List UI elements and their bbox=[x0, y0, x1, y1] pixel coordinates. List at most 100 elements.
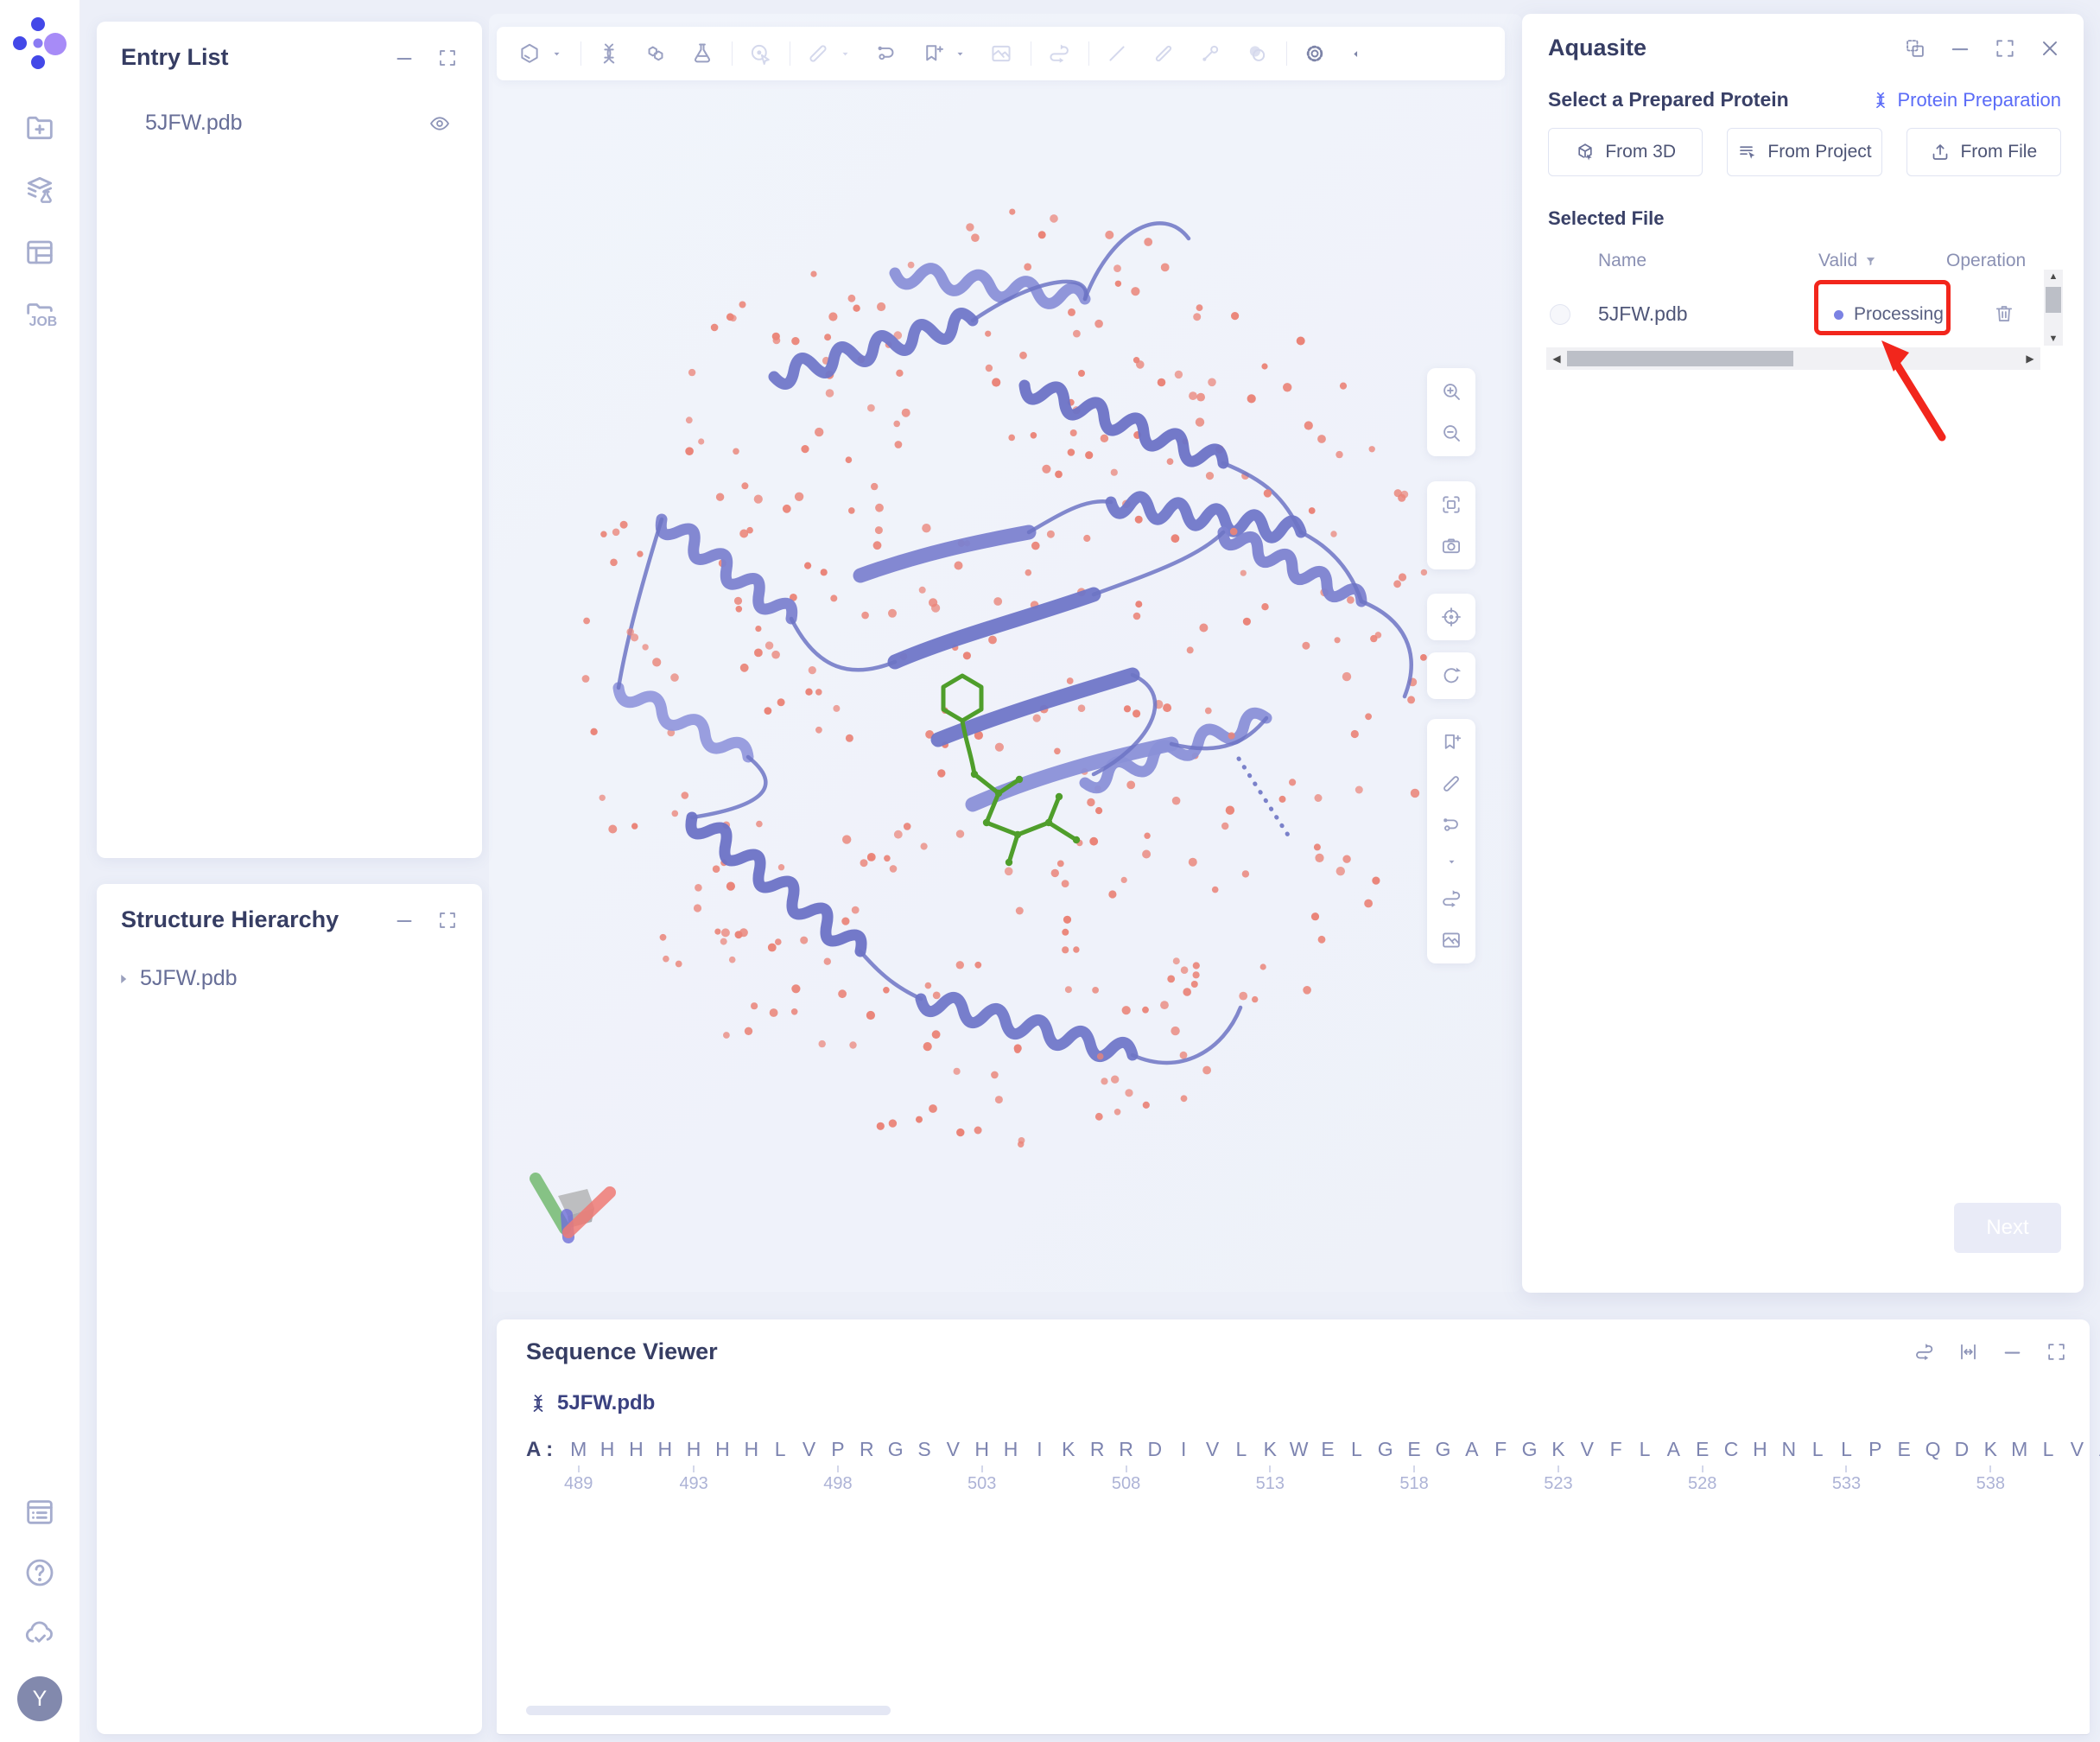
residue-cell[interactable]: R507 bbox=[1089, 1438, 1105, 1460]
residue-cell[interactable]: D509 bbox=[1147, 1438, 1163, 1460]
tool-fused-rings-icon[interactable] bbox=[644, 41, 668, 66]
tool-gear-icon[interactable] bbox=[1303, 41, 1327, 66]
scroll-up-arrow[interactable]: ▲ bbox=[2048, 271, 2059, 282]
residue-cell[interactable]: L516 bbox=[1350, 1438, 1362, 1460]
vertical-scroll-thumb[interactable] bbox=[2046, 287, 2061, 313]
residue-cell[interactable]: H530 bbox=[1753, 1438, 1767, 1460]
row-radio[interactable] bbox=[1550, 304, 1570, 325]
scroll-left-arrow[interactable]: ◀ bbox=[1552, 353, 1561, 365]
residue-cell[interactable]: G522 bbox=[1521, 1438, 1538, 1460]
sidebar-item-help-circle[interactable] bbox=[22, 1555, 57, 1590]
tree-expand-caret-icon[interactable] bbox=[114, 970, 133, 989]
residue-cell[interactable]: V502 bbox=[946, 1438, 961, 1460]
residue-cell[interactable]: G517 bbox=[1377, 1438, 1393, 1460]
delete-trash-icon[interactable] bbox=[1993, 302, 2015, 325]
residue-cell[interactable]: H495 bbox=[744, 1438, 759, 1460]
file-table-row[interactable]: 5JFW.pdb Processing bbox=[1548, 280, 2044, 349]
side-tool-fit-screen-icon[interactable] bbox=[1440, 493, 1462, 516]
tool-collapse-left-icon[interactable] bbox=[1349, 48, 1362, 60]
residue-cell[interactable]: E535 bbox=[1897, 1438, 1911, 1460]
residue-cell[interactable]: V497 bbox=[802, 1438, 816, 1460]
scroll-down-arrow[interactable]: ▼ bbox=[2048, 334, 2059, 344]
residue-cell[interactable]: V511 bbox=[1205, 1438, 1220, 1460]
residue-cell[interactable]: R 508 bbox=[1111, 1438, 1141, 1493]
residue-cell[interactable]: H490 bbox=[600, 1438, 615, 1460]
maximize-icon[interactable] bbox=[437, 48, 458, 68]
residue-cell[interactable]: D537 bbox=[1954, 1438, 1970, 1460]
tool-hexagon-ring-icon[interactable] bbox=[517, 41, 542, 66]
side-tool-transform-arrows-icon[interactable] bbox=[1440, 887, 1462, 910]
side-tool-refresh-icon[interactable] bbox=[1440, 664, 1462, 687]
minimize-icon[interactable] bbox=[1949, 37, 1971, 60]
next-button[interactable]: Next bbox=[1954, 1203, 2061, 1253]
from-3d-button[interactable]: From 3D bbox=[1548, 128, 1703, 176]
tool-bookmark-add-icon[interactable] bbox=[921, 41, 945, 66]
residue-cell[interactable]: H 503 bbox=[968, 1438, 997, 1493]
residue-cell[interactable]: C529 bbox=[1723, 1438, 1739, 1460]
residue-cell[interactable]: F521 bbox=[1494, 1438, 1507, 1460]
side-tool-crosshair-icon[interactable] bbox=[1440, 606, 1462, 628]
residue-cell[interactable]: N531 bbox=[1781, 1438, 1797, 1460]
table-horizontal-scrollbar[interactable]: ◀ ▶ bbox=[1546, 347, 2040, 370]
visibility-eye-icon[interactable] bbox=[428, 112, 451, 135]
residue-cell[interactable]: G500 bbox=[887, 1438, 904, 1460]
residue-cell[interactable]: H492 bbox=[657, 1438, 673, 1460]
side-tool-measure-icon[interactable] bbox=[1440, 772, 1462, 795]
residue-cell[interactable]: I510 bbox=[1181, 1438, 1187, 1460]
residue-cell[interactable]: V524 bbox=[1580, 1438, 1594, 1460]
table-vertical-scrollbar[interactable]: ▲ ▼ bbox=[2044, 270, 2063, 346]
residue-cell[interactable]: K 538 bbox=[1976, 1438, 2005, 1493]
tree-item[interactable]: 5JFW.pdb bbox=[97, 966, 482, 991]
sidebar-item-cloud-check[interactable] bbox=[22, 1616, 57, 1650]
side-tool-bookmark-add-icon[interactable] bbox=[1440, 731, 1462, 753]
side-tool-route-icon[interactable] bbox=[1440, 814, 1462, 836]
sidebar-item-job-folder[interactable]: JOB bbox=[22, 297, 57, 332]
tool-caret-down-icon[interactable] bbox=[550, 48, 563, 60]
residue-cell[interactable]: G519 bbox=[1435, 1438, 1451, 1460]
residue-cell[interactable]: A527 bbox=[1666, 1438, 1680, 1460]
sequence-scrollbar-thumb[interactable] bbox=[526, 1706, 891, 1715]
side-tool-image-map-icon[interactable] bbox=[1440, 929, 1462, 951]
user-avatar[interactable]: Y bbox=[17, 1676, 62, 1721]
residue-cell[interactable]: P534 bbox=[1868, 1438, 1882, 1460]
residue-cell[interactable]: K506 bbox=[1062, 1438, 1075, 1460]
residue-cell[interactable]: E 528 bbox=[1688, 1438, 1717, 1493]
minimize-icon[interactable] bbox=[394, 910, 415, 931]
tool-flask-icon[interactable] bbox=[690, 41, 714, 66]
residue-cell[interactable]: L540 bbox=[2042, 1438, 2054, 1460]
side-tool-camera-icon[interactable] bbox=[1440, 535, 1462, 557]
residue-cell[interactable]: L532 bbox=[1811, 1438, 1824, 1460]
maximize-icon[interactable] bbox=[437, 910, 458, 931]
sidebar-item-layout-table[interactable] bbox=[22, 235, 57, 270]
residue-cell[interactable]: M 489 bbox=[564, 1438, 593, 1493]
residue-cell[interactable]: W514 bbox=[1289, 1438, 1309, 1460]
residue-cell[interactable]: I505 bbox=[1037, 1438, 1043, 1460]
residue-cell[interactable]: H504 bbox=[1003, 1438, 1018, 1460]
residue-cell[interactable]: Q536 bbox=[1925, 1438, 1941, 1460]
residue-cell[interactable]: E 518 bbox=[1399, 1438, 1429, 1493]
residue-cell[interactable]: A542 bbox=[2091, 1436, 2100, 1495]
popout-icon[interactable] bbox=[1904, 37, 1926, 60]
from-project-button[interactable]: From Project bbox=[1727, 128, 1882, 176]
minimize-icon[interactable] bbox=[394, 48, 415, 68]
residue-cell[interactable]: H491 bbox=[629, 1438, 644, 1460]
side-tool-zoom-out-icon[interactable] bbox=[1440, 422, 1462, 444]
maximize-icon[interactable] bbox=[1994, 37, 2016, 60]
wrap-lines-icon[interactable] bbox=[1957, 1341, 1979, 1363]
residue-cell[interactable]: E515 bbox=[1321, 1438, 1335, 1460]
residue-cell[interactable]: L512 bbox=[1235, 1438, 1247, 1460]
protein-3d-canvas[interactable] bbox=[489, 14, 1522, 1292]
sidebar-item-list-form[interactable] bbox=[22, 1495, 57, 1529]
scroll-right-arrow[interactable]: ▶ bbox=[2026, 353, 2034, 365]
entry-list-item[interactable]: 5JFW.pdb bbox=[97, 111, 482, 136]
residue-cell[interactable]: R499 bbox=[859, 1438, 874, 1460]
tool-dna-icon[interactable] bbox=[597, 41, 621, 66]
residue-cell[interactable]: A520 bbox=[1465, 1438, 1479, 1460]
residue-cell[interactable]: H494 bbox=[715, 1438, 730, 1460]
tool-route-icon[interactable] bbox=[874, 41, 898, 66]
residue-cell[interactable]: M539 bbox=[2011, 1438, 2028, 1460]
sidebar-item-layers-flask[interactable] bbox=[22, 173, 57, 207]
tool-caret-down-icon[interactable] bbox=[954, 48, 967, 60]
sidebar-item-folder-plus[interactable] bbox=[22, 111, 57, 145]
protein-preparation-link[interactable]: Protein Preparation bbox=[1871, 89, 2061, 111]
